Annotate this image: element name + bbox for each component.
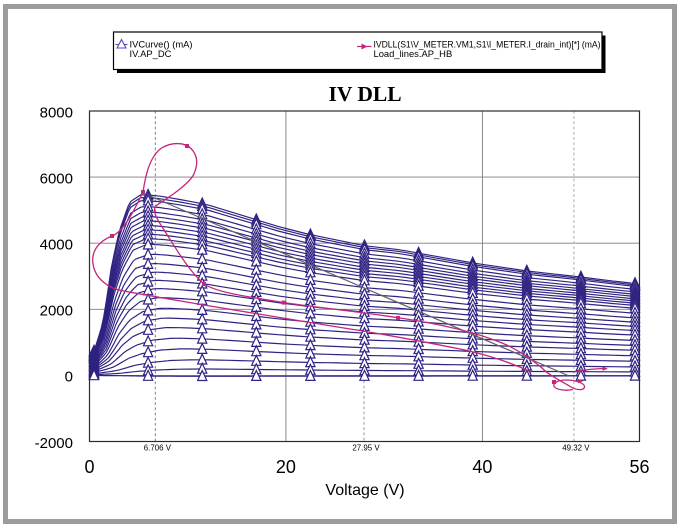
- svg-text:0: 0: [84, 457, 94, 477]
- svg-text:4000: 4000: [40, 237, 73, 254]
- svg-text:20: 20: [276, 457, 296, 477]
- svg-text:IVCurve() (mA): IVCurve() (mA): [130, 39, 193, 50]
- svg-text:6.706 V: 6.706 V: [144, 444, 172, 453]
- svg-text:2000: 2000: [40, 303, 73, 320]
- svg-text:0: 0: [65, 369, 73, 386]
- svg-text:IV DLL: IV DLL: [328, 82, 401, 106]
- svg-text:IV.AP_DC: IV.AP_DC: [130, 48, 172, 59]
- svg-text:6000: 6000: [40, 170, 73, 187]
- svg-text:Voltage (V): Voltage (V): [325, 482, 404, 499]
- svg-text:8000: 8000: [40, 104, 73, 121]
- svg-text:40: 40: [472, 457, 492, 477]
- svg-text:-2000: -2000: [35, 435, 73, 452]
- svg-text:27.95 V: 27.95 V: [352, 444, 380, 453]
- svg-text:Load_lines.AP_HB: Load_lines.AP_HB: [374, 48, 453, 59]
- svg-text:IVDLL(S1\V_METER.VM1,S1\I_METE: IVDLL(S1\V_METER.VM1,S1\I_METER.I_drain_…: [374, 39, 601, 50]
- svg-text:56: 56: [629, 457, 649, 477]
- svg-text:49.32 V: 49.32 V: [562, 444, 590, 453]
